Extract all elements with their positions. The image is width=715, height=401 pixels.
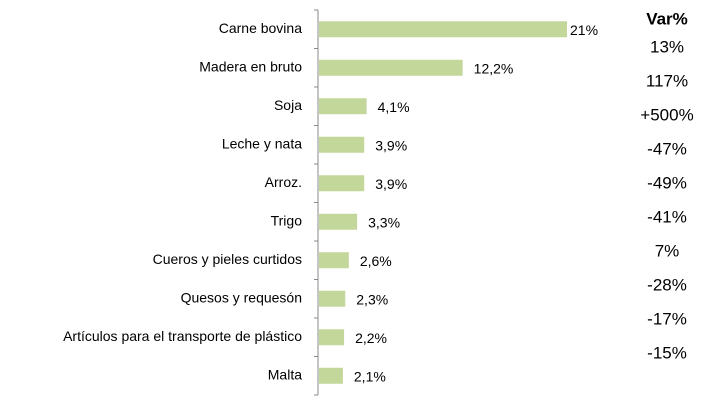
bar	[319, 213, 358, 230]
bar	[319, 59, 463, 76]
bar	[319, 21, 567, 38]
category-label: Leche y nata	[222, 135, 302, 151]
bar	[319, 252, 349, 269]
var-value: -28%	[647, 275, 687, 294]
category-label: Trigo	[271, 212, 303, 228]
value-label: 3,9%	[375, 176, 407, 192]
var-value: -47%	[647, 139, 687, 158]
category-label: Quesos y requesón	[181, 289, 302, 305]
value-label: 3,3%	[368, 214, 400, 230]
category-label: Malta	[268, 366, 302, 382]
value-label: 2,2%	[355, 330, 387, 346]
var-value: -15%	[647, 343, 687, 362]
var-value: -17%	[647, 309, 687, 328]
bar	[319, 98, 367, 115]
value-label: 2,3%	[356, 291, 388, 307]
value-label: 12,2%	[474, 60, 514, 76]
bar	[319, 175, 365, 192]
bar	[319, 329, 345, 346]
category-label: Madera en bruto	[199, 58, 302, 74]
value-label: 2,6%	[360, 253, 392, 269]
value-label: 4,1%	[378, 99, 410, 115]
var-value: 7%	[655, 241, 680, 260]
var-value: 117%	[646, 71, 688, 90]
category-label: Artículos para el transporte de plástico	[63, 328, 302, 344]
category-label: Arroz.	[265, 174, 302, 190]
var-value: -41%	[647, 207, 687, 226]
bar	[319, 290, 346, 307]
value-label: 2,1%	[354, 368, 386, 384]
category-label: Carne bovina	[219, 20, 302, 36]
value-label: 21%	[570, 22, 598, 38]
var-value: 13%	[650, 37, 684, 56]
category-label: Cueros y pieles curtidos	[153, 251, 302, 267]
var-value: -49%	[647, 173, 687, 192]
category-label: Soja	[274, 97, 302, 113]
value-label: 3,9%	[375, 137, 407, 153]
var-header: Var%	[646, 9, 688, 28]
bar	[319, 136, 365, 153]
bar	[319, 367, 343, 384]
var-value: +500%	[640, 105, 693, 124]
